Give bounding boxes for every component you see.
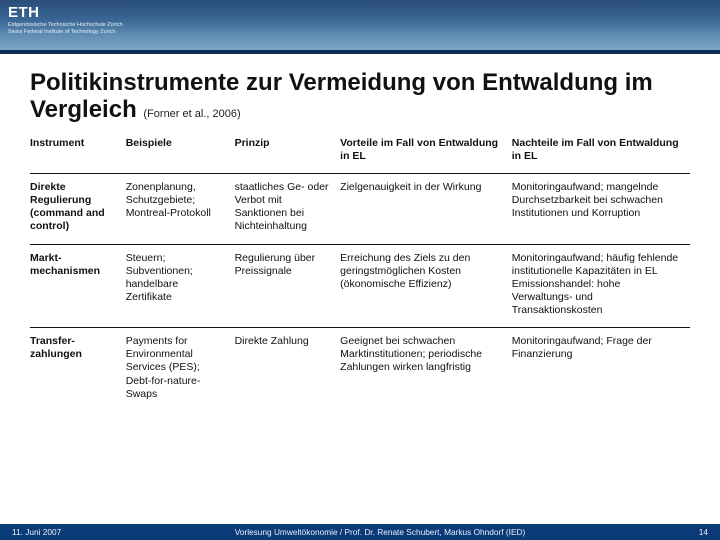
header-banner: ETH Eidgenössische Technische Hochschule… bbox=[0, 0, 720, 52]
cell-prinzip: Direkte Zahlung bbox=[235, 328, 341, 411]
footer-page: 14 bbox=[699, 527, 708, 537]
comparison-table: Instrument Beispiele Prinzip Vorteile im… bbox=[30, 130, 690, 411]
logo-subtitle-1: Eidgenössische Technische Hochschule Zür… bbox=[8, 22, 123, 28]
logo-block: ETH Eidgenössische Technische Hochschule… bbox=[8, 4, 123, 35]
cell-beispiele: Zonenplanung, Schutzgebiete; Montreal-Pr… bbox=[126, 174, 235, 245]
title-citation: (Forner et al., 2006) bbox=[143, 108, 240, 120]
cell-nachteile: Monitoringaufwand; Frage der Finanzierun… bbox=[512, 328, 690, 411]
cell-prinzip: staatliches Ge- oder Verbot mit Sanktion… bbox=[235, 174, 341, 245]
table-header-row: Instrument Beispiele Prinzip Vorteile im… bbox=[30, 130, 690, 174]
title-main: Politikinstrumente zur Vermeidung von En… bbox=[30, 69, 653, 123]
content-area: Politikinstrumente zur Vermeidung von En… bbox=[0, 52, 720, 411]
logo-text: ETH bbox=[8, 4, 123, 21]
col-instrument: Instrument bbox=[30, 130, 126, 174]
table-row: Transfer-zahlungen Payments for Environm… bbox=[30, 328, 690, 411]
col-nachteile: Nachteile im Fall von Entwaldung in EL bbox=[512, 130, 690, 174]
table-row: Markt-mechanismen Steuern; Subventionen;… bbox=[30, 244, 690, 328]
cell-prinzip: Regulierung über Preissignale bbox=[235, 244, 341, 328]
cell-instrument: Transfer-zahlungen bbox=[30, 328, 126, 411]
cell-instrument: Direkte Regulierung (command and control… bbox=[30, 174, 126, 245]
slide-title: Politikinstrumente zur Vermeidung von En… bbox=[30, 70, 690, 124]
col-prinzip: Prinzip bbox=[235, 130, 341, 174]
logo-subtitle-2: Swiss Federal Institute of Technology Zu… bbox=[8, 29, 123, 35]
cell-instrument: Markt-mechanismen bbox=[30, 244, 126, 328]
cell-beispiele: Payments for Environmental Services (PES… bbox=[126, 328, 235, 411]
footer-date: 11. Juni 2007 bbox=[12, 527, 61, 537]
cell-nachteile: Monitoringaufwand; häufig fehlende insti… bbox=[512, 244, 690, 328]
col-vorteile: Vorteile im Fall von Entwaldung in EL bbox=[340, 130, 512, 174]
col-beispiele: Beispiele bbox=[126, 130, 235, 174]
cell-beispiele: Steuern; Subventionen; handelbare Zertif… bbox=[126, 244, 235, 328]
cell-vorteile: Zielgenauigkeit in der Wirkung bbox=[340, 174, 512, 245]
table-row: Direkte Regulierung (command and control… bbox=[30, 174, 690, 245]
cell-vorteile: Geeignet bei schwachen Marktinstitutione… bbox=[340, 328, 512, 411]
cell-vorteile: Erreichung des Ziels zu den geringstmögl… bbox=[340, 244, 512, 328]
footer-bar: 11. Juni 2007 Vorlesung Umweltökonomie /… bbox=[0, 524, 720, 540]
slide: ETH Eidgenössische Technische Hochschule… bbox=[0, 0, 720, 540]
cell-nachteile: Monitoringaufwand; mangelnde Durchsetzba… bbox=[512, 174, 690, 245]
footer-middle: Vorlesung Umweltökonomie / Prof. Dr. Ren… bbox=[61, 527, 699, 537]
